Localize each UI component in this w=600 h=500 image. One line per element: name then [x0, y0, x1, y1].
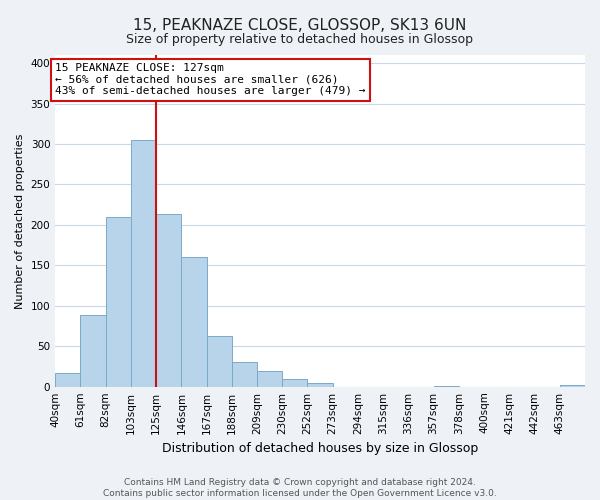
Text: Contains HM Land Registry data © Crown copyright and database right 2024.
Contai: Contains HM Land Registry data © Crown c…: [103, 478, 497, 498]
Bar: [257, 370, 282, 386]
Bar: [282, 378, 307, 386]
Bar: [80, 314, 106, 386]
Bar: [181, 257, 206, 386]
Text: Size of property relative to detached houses in Glossop: Size of property relative to detached ho…: [127, 32, 473, 46]
X-axis label: Distribution of detached houses by size in Glossop: Distribution of detached houses by size …: [162, 442, 478, 455]
Bar: [206, 336, 232, 386]
Bar: [106, 217, 131, 386]
Bar: [131, 140, 156, 386]
Bar: [560, 385, 585, 386]
Bar: [232, 362, 257, 386]
Y-axis label: Number of detached properties: Number of detached properties: [15, 133, 25, 308]
Text: 15 PEAKNAZE CLOSE: 127sqm
← 56% of detached houses are smaller (626)
43% of semi: 15 PEAKNAZE CLOSE: 127sqm ← 56% of detac…: [55, 64, 365, 96]
Bar: [156, 214, 181, 386]
Bar: [55, 373, 80, 386]
Text: 15, PEAKNAZE CLOSE, GLOSSOP, SK13 6UN: 15, PEAKNAZE CLOSE, GLOSSOP, SK13 6UN: [133, 18, 467, 32]
Bar: [307, 384, 332, 386]
